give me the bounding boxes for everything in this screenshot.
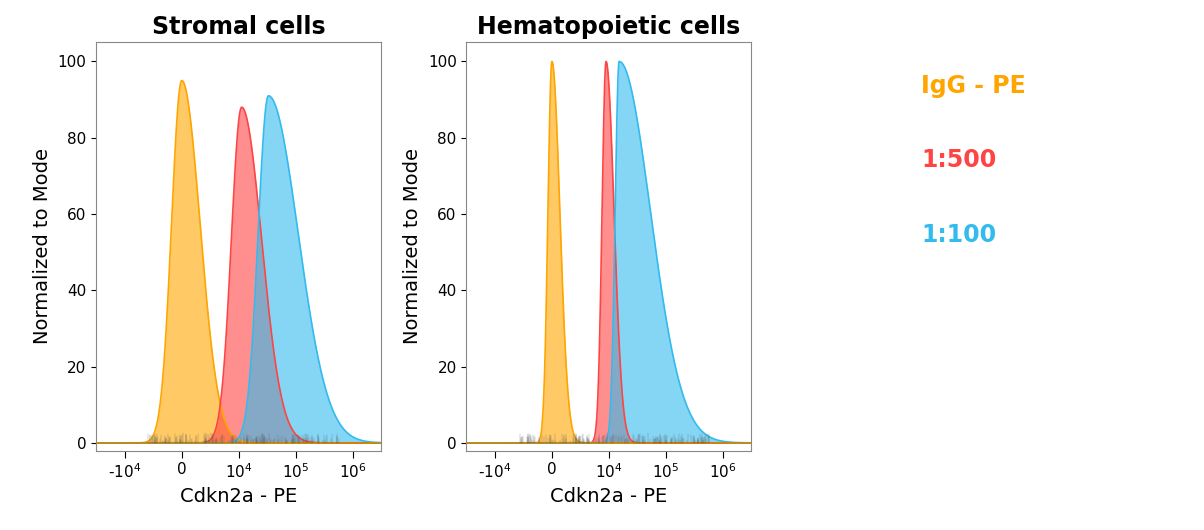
Title: Stromal cells: Stromal cells [152, 15, 325, 39]
Text: IgG - PE: IgG - PE [921, 74, 1026, 98]
Text: 1:100: 1:100 [921, 223, 996, 246]
X-axis label: Cdkn2a - PE: Cdkn2a - PE [181, 487, 297, 506]
Text: 1:500: 1:500 [921, 148, 997, 172]
Title: Hematopoietic cells: Hematopoietic cells [477, 15, 740, 39]
Y-axis label: Normalized to Mode: Normalized to Mode [403, 148, 423, 344]
Y-axis label: Normalized to Mode: Normalized to Mode [34, 148, 52, 344]
X-axis label: Cdkn2a - PE: Cdkn2a - PE [550, 487, 667, 506]
